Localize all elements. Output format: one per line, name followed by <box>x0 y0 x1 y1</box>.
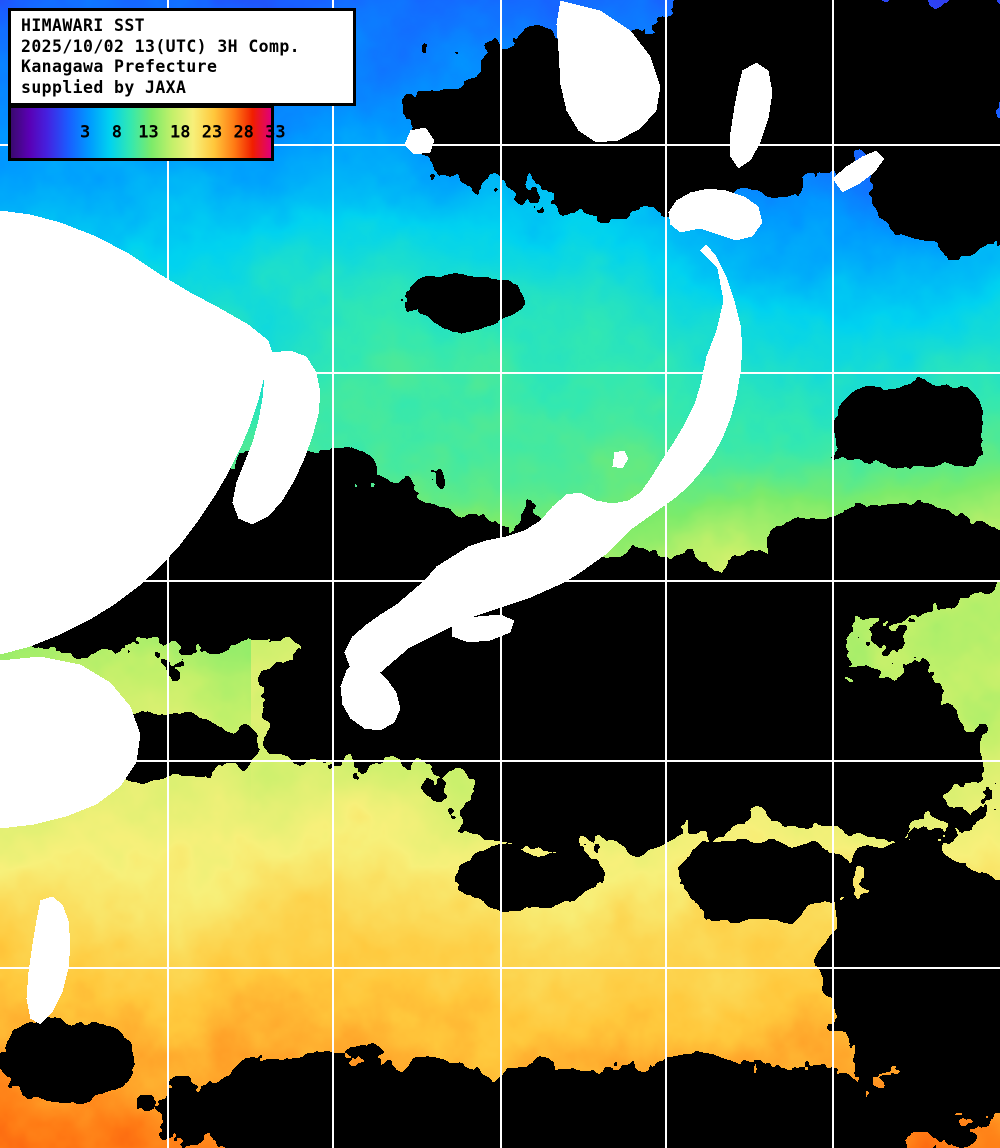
colorbar-tick-3: 3 <box>79 122 91 143</box>
legend-panel: HIMAWARI SST 2025/10/02 13(UTC) 3H Comp.… <box>8 8 356 161</box>
colorbar-tick-28: 28 <box>233 122 254 143</box>
colorbar-tick-13: 13 <box>138 122 159 143</box>
colorbar-gradient <box>11 108 271 158</box>
title-line-region: Kanagawa Prefecture <box>21 57 218 76</box>
sst-colorbar: 3 8 13 18 23 28 33 <box>8 105 286 161</box>
colorbar-tick-33: 33 <box>265 122 286 143</box>
title-line-datetime: 2025/10/02 13(UTC) 3H Comp. <box>21 36 301 56</box>
title-box: HIMAWARI SST 2025/10/02 13(UTC) 3H Comp.… <box>8 8 356 106</box>
colorbar-tick-18: 18 <box>170 122 191 143</box>
colorbar-tick-23: 23 <box>201 122 223 143</box>
colorbar-tick-labels: 3 8 13 18 23 28 33 <box>11 108 286 158</box>
title-line-product: HIMAWARI SST <box>21 16 146 35</box>
title-line-supplier: supplied by JAXA <box>21 77 187 97</box>
colorbar-tick-8: 8 <box>111 122 122 143</box>
